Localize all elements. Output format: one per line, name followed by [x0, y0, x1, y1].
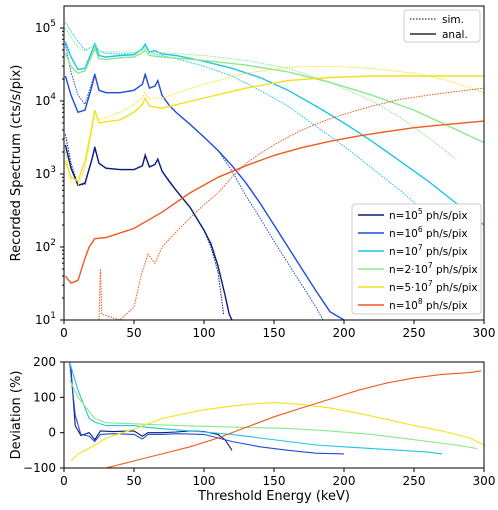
top-ytick-label: 104	[35, 92, 56, 108]
deviation-line-n1e7	[69, 362, 443, 455]
spectrum-x-ticks: 0 50 100 150 200 250 300	[60, 320, 495, 340]
spectrum-series	[64, 21, 484, 320]
series-legend-box	[351, 203, 482, 315]
analytic-line-n1e5	[64, 144, 233, 320]
sim-line-n1e8	[98, 87, 484, 320]
spectrum-y-ticks: 101 102 103 104 105	[35, 19, 64, 327]
bottom-xtick-label: 50	[126, 474, 141, 488]
legend-series-label: n=108 ph/s/pix	[389, 297, 468, 312]
sim-line-n5e7	[64, 65, 484, 187]
deviation-line-n2e7	[69, 379, 478, 450]
bottom-ytick-label: 0	[48, 426, 56, 440]
deviation-x-ticks: 0 50 100 150 200 250 300	[60, 468, 495, 488]
bottom-xtick-label: 150	[263, 474, 286, 488]
top-ytick-label: 101	[35, 311, 56, 327]
top-xtick-label: 150	[263, 326, 286, 340]
legend-anal-label: anal.	[442, 29, 468, 41]
analytic-line-n5e7	[64, 75, 484, 183]
legend-series-label: n=105 ph/s/pix	[389, 207, 468, 222]
bottom-xtick-label: 200	[333, 474, 356, 488]
top-ytick-label: 105	[35, 19, 56, 35]
bottom-xtick-label: 300	[473, 474, 496, 488]
spectrum-panel: 0 50 100 150 200 250 300 101 102 103 104 105 Recor…	[9, 5, 495, 340]
deviation-y-label: Deviation (%)	[9, 371, 24, 460]
legend-series-label: n=5·107 ph/s/pix	[389, 279, 478, 294]
sim-line-n1e6	[64, 44, 324, 320]
deviation-line-n1e6	[69, 362, 345, 455]
sim-line-n2e7	[64, 27, 457, 160]
top-ytick-label: 102	[35, 238, 56, 254]
top-xtick-label: 50	[126, 326, 141, 340]
deviation-line-n1e8	[105, 370, 482, 468]
legend-sim-label: sim.	[442, 14, 464, 26]
deviation-series	[69, 362, 484, 468]
top-ytick-label: 103	[35, 165, 56, 181]
legend-series-label: n=106 ph/s/pix	[389, 225, 468, 240]
deviation-y-ticks: −100 0 100 200	[23, 355, 64, 475]
sim-line-n1e7	[64, 21, 443, 229]
bottom-xtick-label: 0	[60, 474, 68, 488]
bottom-xtick-label: 100	[193, 474, 216, 488]
spectrum-y-label: Recorded Spectrum (cts/s/pix)	[9, 65, 24, 262]
analytic-line-n2e7	[64, 46, 484, 144]
top-xtick-label: 0	[60, 326, 68, 340]
analytic-line-n1e6	[64, 72, 345, 320]
bottom-ytick-label: −100	[23, 461, 56, 475]
top-xtick-label: 250	[403, 326, 426, 340]
series-legend: n=105 ph/s/pix n=106 ph/s/pix n=107 ph/s/p…	[351, 203, 482, 315]
bottom-xtick-label: 250	[403, 474, 426, 488]
deviation-panel: 0 50 100 150 200 250 300 −100 0 100 200 Deviation…	[9, 355, 495, 504]
top-xtick-label: 300	[473, 326, 496, 340]
deviation-x-label: Threshold Energy (keV)	[197, 489, 350, 504]
bottom-ytick-label: 200	[33, 355, 56, 369]
analytic-line-n1e8	[64, 120, 484, 284]
top-xtick-label: 200	[333, 326, 356, 340]
style-legend: sim. anal.	[403, 9, 481, 43]
legend-series-label: n=107 ph/s/pix	[389, 243, 468, 258]
deviation-line-n5e7	[70, 402, 484, 462]
bottom-ytick-label: 100	[33, 390, 56, 404]
top-xtick-label: 100	[193, 326, 216, 340]
legend-series-label: n=2·107 ph/s/pix	[389, 261, 478, 276]
